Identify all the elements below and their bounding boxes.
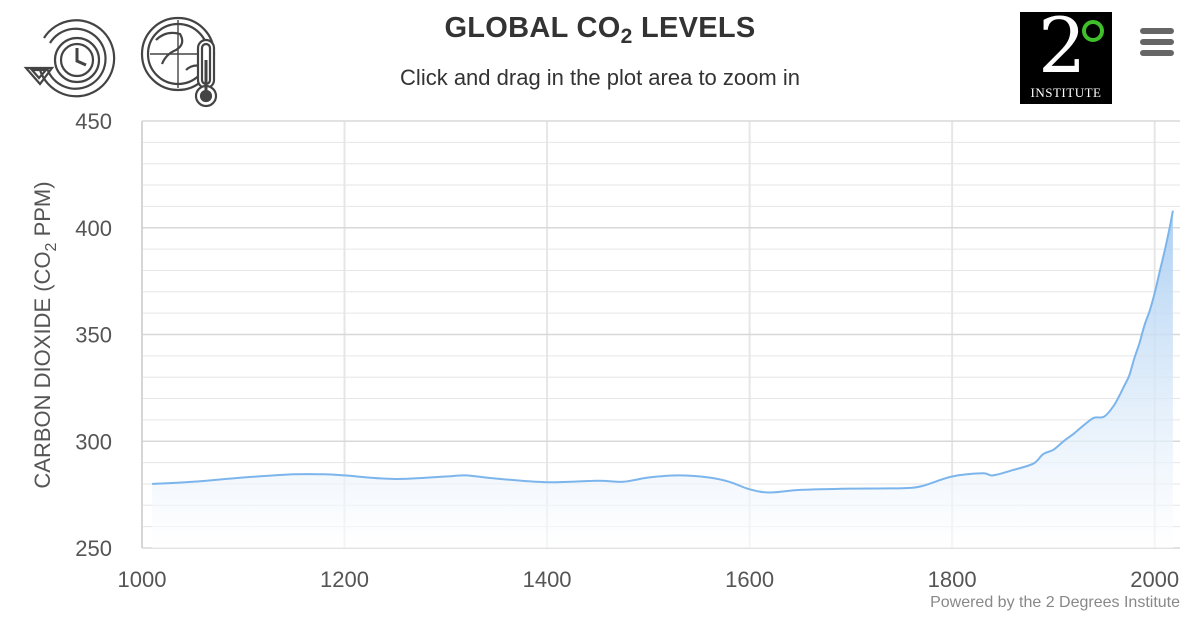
series-area bbox=[152, 210, 1173, 548]
x-tick-label: 1000 bbox=[118, 567, 167, 592]
chart-title-subscript: 2 bbox=[620, 25, 633, 48]
chart-header: GLOBAL CO2 LEVELS Click and drag in the … bbox=[300, 12, 900, 91]
x-tick-label: 1200 bbox=[320, 567, 369, 592]
credit-link[interactable]: Powered by the 2 Degrees Institute bbox=[930, 594, 1180, 611]
x-tick-label: 1800 bbox=[928, 567, 977, 592]
y-tick-label: 300 bbox=[75, 429, 112, 454]
history-icon[interactable] bbox=[22, 10, 122, 110]
chart-title-text: GLOBAL CO bbox=[444, 12, 621, 44]
hamburger-menu-icon[interactable] bbox=[1140, 28, 1176, 58]
y-tick-label: 450 bbox=[75, 109, 112, 134]
logo-degree-icon bbox=[1082, 20, 1104, 42]
chart-subtitle: Click and drag in the plot area to zoom … bbox=[400, 65, 800, 90]
institute-logo[interactable]: 2 INSTITUTE bbox=[1020, 12, 1112, 104]
x-tick-label: 2000 bbox=[1130, 567, 1179, 592]
x-tick-label: 1600 bbox=[725, 567, 774, 592]
y-tick-label: 400 bbox=[75, 216, 112, 241]
logo-numeral: 2 bbox=[1038, 12, 1087, 90]
globe-thermometer-icon[interactable] bbox=[136, 10, 236, 110]
chart-title: GLOBAL CO2 LEVELS bbox=[300, 12, 900, 49]
logo-word: INSTITUTE bbox=[1030, 85, 1102, 100]
menu-bar bbox=[1140, 39, 1174, 45]
menu-bar bbox=[1140, 28, 1174, 34]
menu-bar bbox=[1140, 50, 1174, 56]
chart-title-suffix: LEVELS bbox=[632, 12, 756, 44]
y-tick-label: 350 bbox=[75, 323, 112, 348]
y-tick-label: 250 bbox=[75, 536, 112, 561]
y-axis-title: CARBON DIOXIDE (CO2 PPM) bbox=[30, 181, 60, 488]
x-tick-label: 1400 bbox=[523, 567, 572, 592]
series-line[interactable] bbox=[152, 210, 1174, 494]
